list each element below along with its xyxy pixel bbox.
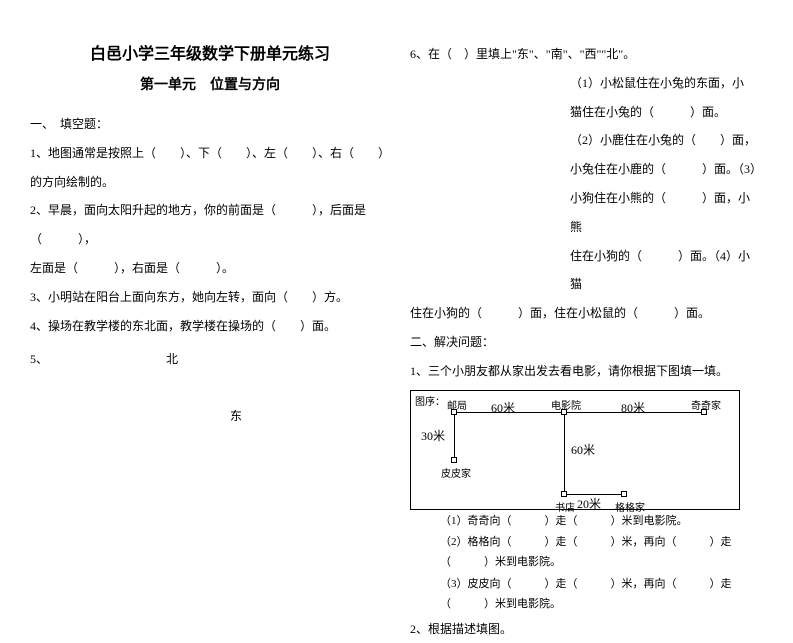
map-diagram: 图序： 邮局 电影院 奇奇家 60米 80米 30米 皮皮家 60米 书店 20 <box>410 390 740 510</box>
dist-60b: 60米 <box>571 441 595 458</box>
label-qiqi: 奇奇家 <box>691 397 721 412</box>
node-pipi <box>451 457 457 463</box>
question-5-compass: 5、 北 东 <box>30 350 390 424</box>
question-3: 3、小明站在阳台上面向东方，她向左转，面向（ ）方。 <box>30 283 390 312</box>
section-1-heading: 一、 填空题： <box>30 110 390 139</box>
line-post-pipi <box>454 415 455 457</box>
question-4: 4、操场在教学楼的东北面，教学楼在操场的（ ）面。 <box>30 312 390 341</box>
question-2b: 左面是（ ），右面是（ ）。 <box>30 254 390 283</box>
label-gege: 格格家 <box>615 499 645 514</box>
label-cinema: 电影院 <box>551 397 581 412</box>
worksheet-page: 白邑小学三年级数学下册单元练习 第一单元 位置与方向 一、 填空题： 1、地图通… <box>30 20 763 643</box>
problem-1-2: （2）格格向（ ）走（ ）米，再向（ ）走（ ）米到电影院。 <box>410 533 760 573</box>
question-1: 1、地图通常是按照上（ ）、下（ ）、左（ ）、右（ ）的方向绘制的。 <box>30 139 390 197</box>
diagram-legend: 图序： <box>415 393 445 408</box>
label-post: 邮局 <box>447 397 467 412</box>
label-pipi: 皮皮家 <box>441 465 471 480</box>
node-gege <box>621 491 627 497</box>
sub-title: 第一单元 位置与方向 <box>30 74 390 94</box>
question-5-number: 5、 <box>30 352 48 366</box>
dist-60: 60米 <box>491 399 515 416</box>
label-bookstore: 书店 <box>555 499 575 514</box>
right-column: 6、在（ ）里填上"东"、"南"、"西""北"。 （1）小松鼠住在小兔的东面，小… <box>410 20 760 643</box>
left-column: 白邑小学三年级数学下册单元练习 第一单元 位置与方向 一、 填空题： 1、地图通… <box>30 20 390 643</box>
question-2a: 2、早晨，面向太阳升起的地方，你的前面是（ ），后面是（ ）， <box>30 196 390 254</box>
north-label: 北 <box>166 352 178 366</box>
question-6-2b: 小兔住在小鹿的（ ）面。（3） <box>410 155 760 184</box>
east-label: 东 <box>230 407 390 424</box>
problem-1-3: （3）皮皮向（ ）走（ ）米，再向（ ）走（ ）米到电影院。 <box>410 575 760 615</box>
question-6-2: （2）小鹿住在小兔的（ ）面， <box>410 126 760 155</box>
problem-1-heading: 1、三个小朋友都从家出发去看电影，请你根据下图填一填。 <box>410 357 760 386</box>
question-6-1b: 猫住在小兔的（ ）面。 <box>410 98 760 127</box>
question-6: 6、在（ ）里填上"东"、"南"、"西""北"。 <box>410 40 760 69</box>
question-6-4: 住在小狗的（ ）面，住在小松鼠的（ ）面。 <box>410 299 760 328</box>
problem-2-heading: 2、根据描述填图。 <box>410 615 760 643</box>
question-6-3c: 住在小狗的（ ）面。（4）小猫 <box>410 242 760 300</box>
main-title: 白邑小学三年级数学下册单元练习 <box>30 40 390 64</box>
question-6-1: （1）小松鼠住在小兔的东面，小 <box>410 69 760 98</box>
section-2-heading: 二、解决问题： <box>410 328 760 357</box>
question-6-3b: 小狗住在小熊的（ ）面，小熊 <box>410 184 760 242</box>
dist-20: 20米 <box>577 495 601 512</box>
line-cinema-bookstore <box>564 415 565 491</box>
dist-80: 80米 <box>621 399 645 416</box>
problem-1-1: （1）奇奇向（ ）走（ ）米到电影院。 <box>410 512 760 532</box>
dist-30: 30米 <box>421 427 445 444</box>
